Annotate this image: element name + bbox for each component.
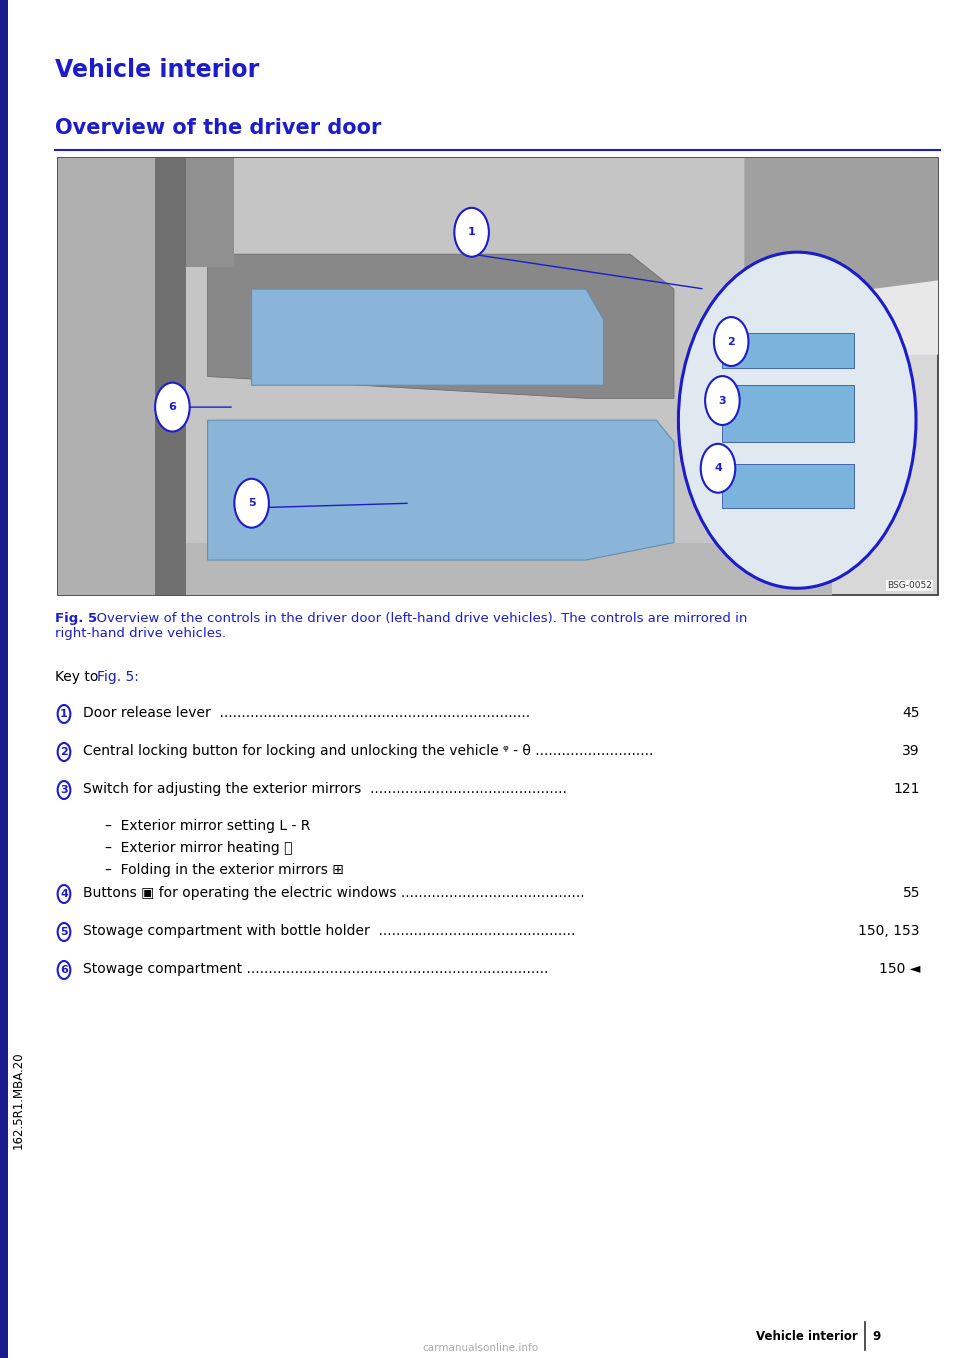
Text: Key to: Key to — [55, 669, 103, 684]
Text: Vehicle interior: Vehicle interior — [55, 58, 259, 81]
Polygon shape — [207, 420, 674, 559]
Polygon shape — [155, 158, 185, 595]
Circle shape — [58, 885, 70, 903]
Text: Fig. 5: Fig. 5 — [55, 612, 97, 625]
Polygon shape — [722, 333, 854, 368]
Text: Central locking button for locking and unlocking the vehicle ᵠ - θ .............: Central locking button for locking and u… — [83, 744, 654, 758]
Circle shape — [714, 318, 749, 367]
Polygon shape — [722, 464, 854, 508]
Text: carmanualsonline.info: carmanualsonline.info — [422, 1343, 538, 1353]
Text: 150, 153: 150, 153 — [858, 923, 920, 938]
Polygon shape — [744, 158, 938, 297]
Text: –  Exterior mirror heating Ⓠ: – Exterior mirror heating Ⓠ — [105, 841, 293, 856]
Polygon shape — [58, 158, 173, 595]
Text: 6: 6 — [168, 402, 177, 411]
Text: 1: 1 — [60, 709, 68, 718]
Text: 5: 5 — [248, 498, 255, 508]
Circle shape — [58, 743, 70, 760]
Circle shape — [701, 444, 735, 493]
Text: right-hand drive vehicles.: right-hand drive vehicles. — [55, 627, 226, 640]
Circle shape — [234, 479, 269, 528]
Text: 2: 2 — [728, 337, 735, 346]
Circle shape — [156, 383, 190, 432]
Text: 4: 4 — [60, 889, 68, 899]
Text: 121: 121 — [894, 782, 920, 796]
Text: –  Folding in the exterior mirrors ⊞: – Folding in the exterior mirrors ⊞ — [105, 862, 344, 877]
Text: 39: 39 — [902, 744, 920, 758]
Text: 1: 1 — [468, 227, 475, 238]
Circle shape — [454, 208, 489, 257]
Circle shape — [58, 705, 70, 722]
Bar — [58, 158, 938, 595]
Text: 2: 2 — [60, 747, 68, 756]
Polygon shape — [252, 289, 604, 386]
Text: 5: 5 — [60, 928, 68, 937]
Text: Overview of the driver door: Overview of the driver door — [55, 118, 381, 139]
Circle shape — [58, 961, 70, 979]
Text: 6: 6 — [60, 966, 68, 975]
Text: 45: 45 — [902, 706, 920, 720]
Polygon shape — [185, 158, 234, 268]
Polygon shape — [207, 254, 674, 398]
Text: Buttons ▣ for operating the electric windows ...................................: Buttons ▣ for operating the electric win… — [83, 885, 585, 900]
Text: Vehicle interior: Vehicle interior — [756, 1329, 857, 1343]
Ellipse shape — [679, 253, 916, 588]
Text: 4: 4 — [714, 463, 722, 474]
Text: 162.5R1.MBA.20: 162.5R1.MBA.20 — [12, 1051, 25, 1149]
Text: Stowage compartment ............................................................: Stowage compartment ....................… — [83, 961, 548, 976]
Circle shape — [705, 376, 739, 425]
Circle shape — [58, 923, 70, 941]
Circle shape — [58, 781, 70, 799]
Polygon shape — [722, 386, 854, 443]
Text: 9: 9 — [873, 1329, 881, 1343]
Text: Door release lever  ............................................................: Door release lever .....................… — [83, 706, 530, 720]
Text: 3: 3 — [719, 395, 726, 406]
Text: 150 ◄: 150 ◄ — [878, 961, 920, 976]
Polygon shape — [322, 158, 938, 354]
Text: BSG-0052: BSG-0052 — [887, 581, 932, 589]
Text: –  Exterior mirror setting L - R: – Exterior mirror setting L - R — [105, 819, 310, 832]
Polygon shape — [185, 543, 832, 595]
Text: 3: 3 — [60, 785, 68, 794]
Bar — [0, 0, 8, 1358]
Text: 55: 55 — [902, 885, 920, 900]
Polygon shape — [185, 158, 832, 595]
Text: Overview of the controls in the driver door (left-hand drive vehicles). The cont: Overview of the controls in the driver d… — [88, 612, 748, 625]
Text: Fig. 5:: Fig. 5: — [97, 669, 139, 684]
Text: Switch for adjusting the exterior mirrors  .....................................: Switch for adjusting the exterior mirror… — [83, 782, 566, 796]
Text: Stowage compartment with bottle holder  ........................................: Stowage compartment with bottle holder .… — [83, 923, 575, 938]
